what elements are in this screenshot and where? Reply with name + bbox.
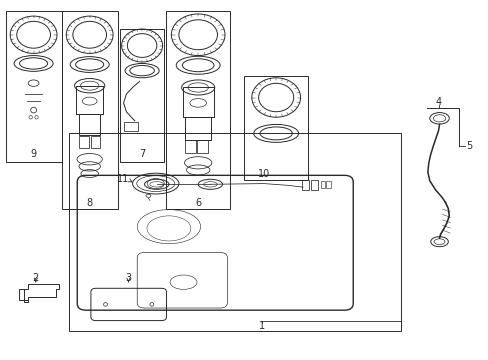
Bar	[76, 86, 103, 114]
Text: 2: 2	[33, 273, 39, 283]
Text: 5: 5	[466, 141, 471, 151]
Bar	[166, 12, 229, 209]
Text: 4: 4	[435, 97, 441, 107]
Text: 10: 10	[257, 168, 269, 179]
Bar	[90, 136, 100, 148]
Text: 9: 9	[30, 149, 37, 159]
Bar	[69, 134, 400, 330]
Bar	[310, 180, 318, 190]
Text: 1: 1	[258, 321, 264, 331]
Bar	[244, 76, 307, 180]
Text: 6: 6	[195, 198, 201, 208]
Bar	[79, 136, 88, 148]
Bar	[326, 181, 330, 188]
Bar	[185, 117, 210, 140]
Bar	[182, 87, 213, 117]
Bar	[61, 12, 118, 209]
Text: 3: 3	[125, 273, 131, 283]
Bar	[123, 122, 138, 131]
Bar	[120, 30, 163, 162]
Bar	[302, 180, 309, 190]
Text: 11: 11	[117, 174, 129, 184]
Text: 8: 8	[86, 198, 93, 208]
Bar	[79, 114, 100, 135]
Bar	[5, 12, 61, 162]
Bar	[320, 181, 325, 188]
Bar	[197, 140, 207, 153]
Text: 7: 7	[139, 149, 145, 159]
Bar	[185, 140, 196, 153]
